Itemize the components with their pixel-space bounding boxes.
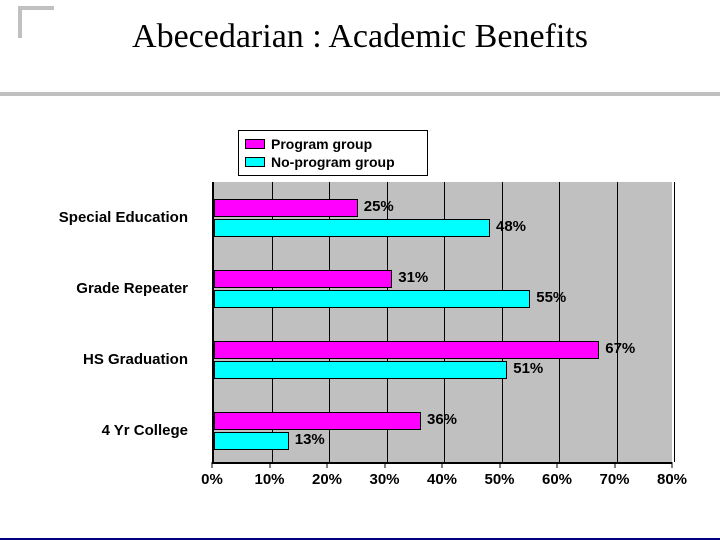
x-tick-mark [499, 462, 500, 468]
y-axis-labels: Special EducationGrade RepeaterHS Gradua… [42, 182, 202, 464]
x-tick-label: 40% [427, 471, 457, 488]
category-label: Special Education [28, 209, 188, 226]
legend-swatch-program [245, 139, 265, 149]
x-tick-label: 20% [312, 471, 342, 488]
bar-label-program: 25% [364, 198, 394, 215]
plot-area: 25% 48% 31% 55% 67% 51% 36% 13% [212, 182, 672, 464]
x-tick-mark [212, 462, 213, 468]
x-tick-mark [557, 462, 558, 468]
x-tick-label: 30% [369, 471, 399, 488]
bar-label-program: 67% [605, 340, 635, 357]
x-tick-mark [442, 462, 443, 468]
bar-program [214, 199, 358, 217]
legend-label-noprogram: No-program group [271, 153, 395, 171]
chart-legend: Program group No-program group [238, 130, 428, 176]
x-tick-mark [672, 462, 673, 468]
x-tick-mark [384, 462, 385, 468]
bar-noprogram [214, 290, 530, 308]
bar-label-noprogram: 55% [536, 289, 566, 306]
gridline [559, 182, 560, 462]
gridline [674, 182, 675, 462]
x-tick-mark [269, 462, 270, 468]
x-tick-label: 60% [542, 471, 572, 488]
bar-program [214, 270, 392, 288]
x-tick-label: 70% [599, 471, 629, 488]
x-tick-label: 0% [201, 471, 223, 488]
bar-label-program: 36% [427, 411, 457, 428]
x-tick-label: 50% [484, 471, 514, 488]
x-axis: 0%10%20%30%40%50%60%70%80% [212, 468, 672, 498]
legend-item-program: Program group [245, 135, 421, 153]
bar-label-noprogram: 51% [513, 360, 543, 377]
category-label: HS Graduation [28, 351, 188, 368]
slide: Abecedarian : Academic Benefits Program … [0, 0, 720, 540]
legend-label-program: Program group [271, 135, 372, 153]
legend-item-noprogram: No-program group [245, 153, 421, 171]
x-tick-mark [614, 462, 615, 468]
category-label: Grade Repeater [28, 280, 188, 297]
bar-program [214, 412, 421, 430]
x-tick-label: 10% [254, 471, 284, 488]
bar-noprogram [214, 219, 490, 237]
bar-program [214, 341, 599, 359]
bar-label-program: 31% [398, 269, 428, 286]
chart: Program group No-program group Special E… [42, 130, 692, 498]
bar-noprogram [214, 361, 507, 379]
bar-label-noprogram: 13% [295, 431, 325, 448]
category-label: 4 Yr College [28, 422, 188, 439]
bar-label-noprogram: 48% [496, 218, 526, 235]
x-tick-mark [327, 462, 328, 468]
bar-noprogram [214, 432, 289, 450]
title-rule [0, 92, 720, 96]
x-tick-label: 80% [657, 471, 687, 488]
gridline [617, 182, 618, 462]
legend-swatch-noprogram [245, 157, 265, 167]
slide-title: Abecedarian : Academic Benefits [0, 18, 720, 56]
